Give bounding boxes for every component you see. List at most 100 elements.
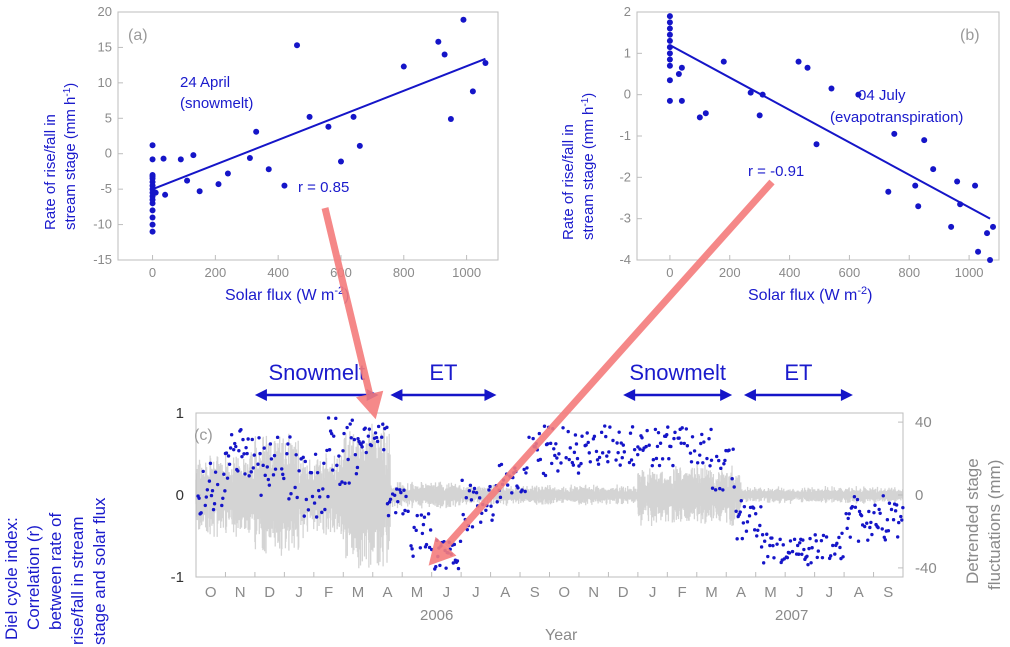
diel-index-point xyxy=(738,510,742,514)
panel-a-points xyxy=(149,16,489,235)
panel-b-frame xyxy=(636,11,1000,261)
diel-index-point xyxy=(573,433,578,437)
diel-index-point xyxy=(460,478,464,483)
panel-a-point xyxy=(215,181,222,188)
diel-index-point xyxy=(552,447,556,451)
diel-index-point xyxy=(452,542,457,547)
diel-index-point xyxy=(386,513,391,518)
diel-index-point xyxy=(210,488,215,493)
diel-index-point xyxy=(584,443,588,447)
panel-b-point xyxy=(666,13,673,20)
diel-index-point xyxy=(618,463,622,467)
panel-b-point xyxy=(666,31,673,38)
diel-index-point xyxy=(758,523,762,528)
diel-index-point xyxy=(314,515,319,519)
panel-a-point xyxy=(469,88,476,95)
diel-index-point xyxy=(455,559,460,563)
diel-index-point xyxy=(865,521,869,525)
panel-a-ylabel-line2: stream stage (mm h-1) xyxy=(62,83,79,230)
diel-index-point xyxy=(316,488,321,493)
diel-index-point xyxy=(343,481,347,485)
diel-index-point xyxy=(322,461,326,466)
diel-index-point xyxy=(245,451,249,456)
diel-index-point xyxy=(707,437,711,441)
diel-index-point xyxy=(845,526,849,531)
diel-index-point xyxy=(256,462,260,466)
diel-index-point xyxy=(328,429,333,433)
diel-index-point xyxy=(424,542,429,547)
panel-b-point xyxy=(921,137,928,144)
diel-index-point xyxy=(472,486,477,491)
panel-c-month-label: A xyxy=(736,584,746,601)
diel-index-point xyxy=(427,545,432,550)
diel-index-point xyxy=(655,444,660,449)
diel-index-point xyxy=(900,518,904,522)
diel-index-point xyxy=(596,462,601,466)
diel-index-point xyxy=(222,472,226,476)
diel-index-point xyxy=(220,503,224,508)
diel-index-point xyxy=(611,438,615,443)
diel-index-point xyxy=(350,418,354,422)
panel-b-xtick-label: 600 xyxy=(839,265,861,280)
diel-index-point xyxy=(550,461,554,466)
panel-a-ytick-label: -15 xyxy=(93,252,112,267)
diel-index-point xyxy=(650,463,655,468)
diel-index-point xyxy=(418,546,423,550)
panel-a-ytick-label: 5 xyxy=(105,110,112,125)
diel-index-point xyxy=(802,547,806,552)
diel-index-point xyxy=(760,533,765,537)
diel-index-point xyxy=(325,448,329,453)
diel-index-point xyxy=(541,471,546,476)
diel-index-point xyxy=(868,525,872,530)
diel-index-point xyxy=(367,427,372,431)
diel-index-point xyxy=(250,437,254,442)
diel-index-point xyxy=(320,510,324,515)
diel-index-point xyxy=(775,542,779,546)
diel-index-point xyxy=(571,463,576,467)
diel-index-point xyxy=(302,514,306,518)
diel-index-point xyxy=(901,505,905,510)
diel-index-point xyxy=(297,469,301,473)
diel-index-point xyxy=(295,495,299,500)
diel-index-point xyxy=(553,453,557,458)
panel-a-fit xyxy=(152,57,486,191)
diel-index-point xyxy=(354,471,359,476)
diel-index-point xyxy=(800,552,804,556)
panel-b-ylabel-line2: stream stage (mm h-1) xyxy=(580,93,597,240)
diel-index-point xyxy=(434,565,438,569)
diel-index-point xyxy=(467,489,472,493)
panel-a-point xyxy=(196,188,203,195)
diel-index-point xyxy=(288,435,292,439)
diel-index-point xyxy=(859,513,864,518)
panel-a-point xyxy=(246,154,253,161)
diel-index-point xyxy=(556,469,560,473)
diel-index-point xyxy=(647,443,651,447)
panel-b-point xyxy=(990,223,997,230)
panel-a-xlabel: Solar flux (W m-2) xyxy=(225,285,349,304)
diel-index-point xyxy=(891,517,896,522)
diel-index-point xyxy=(887,501,892,505)
panel-b-ylabel-line1: Rate of rise/fall in xyxy=(560,124,577,240)
diel-index-point xyxy=(419,513,424,517)
diel-index-point xyxy=(421,522,426,527)
diel-index-point xyxy=(841,555,845,559)
diel-index-point xyxy=(771,543,775,548)
diel-index-point xyxy=(456,566,461,571)
period-arrow-head-left xyxy=(254,389,267,401)
diel-index-point xyxy=(353,453,358,457)
diel-index-point xyxy=(226,454,231,458)
diel-index-point xyxy=(727,448,731,452)
diel-index-point xyxy=(614,458,618,462)
diel-index-point xyxy=(805,554,809,558)
period-label: Snowmelt xyxy=(268,360,365,385)
diel-index-point xyxy=(801,538,805,542)
diel-index-point xyxy=(559,461,563,465)
diel-index-point xyxy=(572,450,577,455)
diel-index-point xyxy=(605,454,609,458)
panel-b-point xyxy=(885,188,892,195)
diel-index-point xyxy=(538,457,543,462)
panel-a-point xyxy=(350,113,357,120)
diel-index-point xyxy=(837,535,841,540)
diel-index-point xyxy=(656,430,661,435)
panel-c-month-label: A xyxy=(500,584,510,601)
